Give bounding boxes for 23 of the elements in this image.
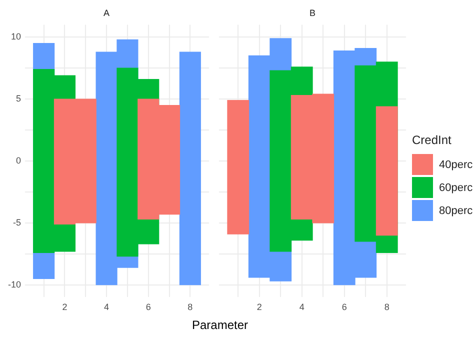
x-tick-label: 4	[104, 302, 110, 312]
chart-title: A	[103, 8, 110, 18]
legend-label: 80perc	[439, 204, 473, 216]
legend-title: CredInt	[412, 133, 452, 147]
y-tick-label: 10	[10, 32, 22, 42]
legend-label: 60perc	[439, 182, 473, 194]
x-tick-label: 6	[146, 302, 151, 312]
bar	[179, 52, 201, 286]
legend-label: 40perc	[439, 158, 473, 170]
x-axis-title: Parameter	[190, 318, 250, 332]
bar	[376, 106, 398, 236]
x-tick-label: 8	[384, 302, 390, 312]
chart-title: B	[309, 8, 316, 18]
x-tick-label: 2	[62, 302, 68, 312]
y-tick-label: -10	[8, 279, 22, 290]
x-tick-label: 4	[299, 302, 304, 312]
y-tick-label: -5	[12, 217, 22, 228]
bar	[227, 100, 250, 234]
x-tick-label: 8	[188, 302, 193, 312]
x-tick-label: 6	[342, 302, 347, 312]
y-tick-label: 5	[16, 94, 22, 104]
x-tick-label: 2	[256, 302, 262, 312]
y-tick-label: 0	[16, 155, 22, 166]
